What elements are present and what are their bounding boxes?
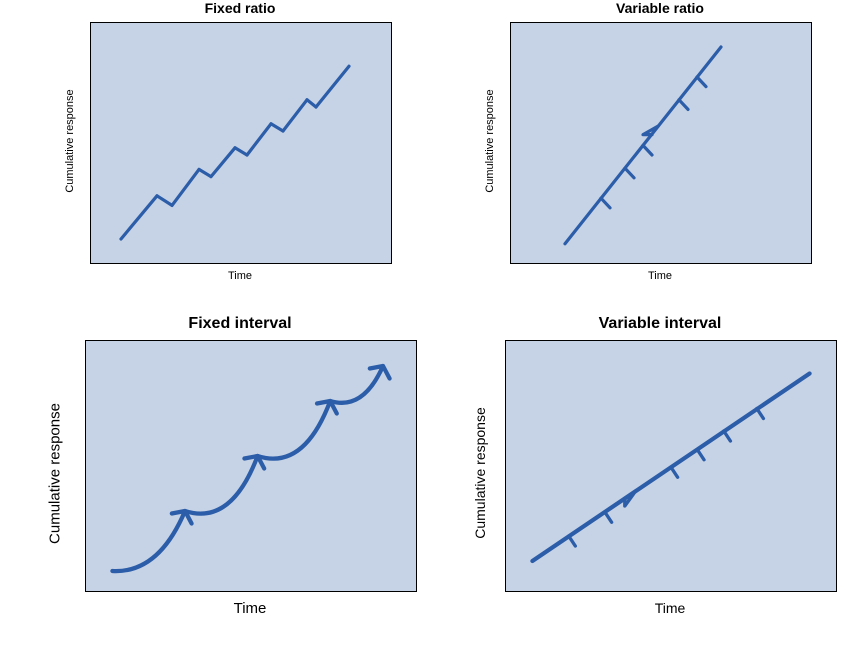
title-fixed-interval: Fixed interval — [40, 315, 440, 333]
ylabel-variable-interval: Cumulative response — [472, 383, 488, 563]
curve-fixed-ratio — [91, 23, 391, 263]
figure-page: Fixed ratio Cumulative response Time Var… — [0, 0, 867, 650]
plot-fixed-interval — [85, 340, 417, 592]
xlabel-fixed-ratio: Time — [90, 270, 390, 282]
title-variable-ratio: Variable ratio — [480, 0, 840, 16]
ylabel-variable-ratio: Cumulative response — [484, 71, 496, 211]
panel-variable-ratio: Variable ratio Cumulative response Time — [480, 0, 840, 300]
title-fixed-ratio: Fixed ratio — [60, 0, 420, 16]
panel-fixed-ratio: Fixed ratio Cumulative response Time — [60, 0, 420, 300]
curve-variable-ratio — [511, 23, 811, 263]
ylabel-fixed-interval: Cumulative response — [47, 384, 64, 564]
plot-fixed-ratio — [90, 22, 392, 264]
plot-variable-ratio — [510, 22, 812, 264]
xlabel-variable-ratio: Time — [510, 270, 810, 282]
panel-variable-interval: Variable interval Cumulative response Ti… — [460, 315, 860, 645]
xlabel-fixed-interval: Time — [85, 600, 415, 617]
curve-fixed-interval — [86, 341, 416, 591]
xlabel-variable-interval: Time — [505, 600, 835, 616]
curve-variable-interval — [506, 341, 836, 591]
ylabel-fixed-ratio: Cumulative response — [64, 71, 76, 211]
panel-fixed-interval: Fixed interval Cumulative response Time — [40, 315, 440, 645]
title-variable-interval: Variable interval — [460, 315, 860, 333]
plot-variable-interval — [505, 340, 837, 592]
